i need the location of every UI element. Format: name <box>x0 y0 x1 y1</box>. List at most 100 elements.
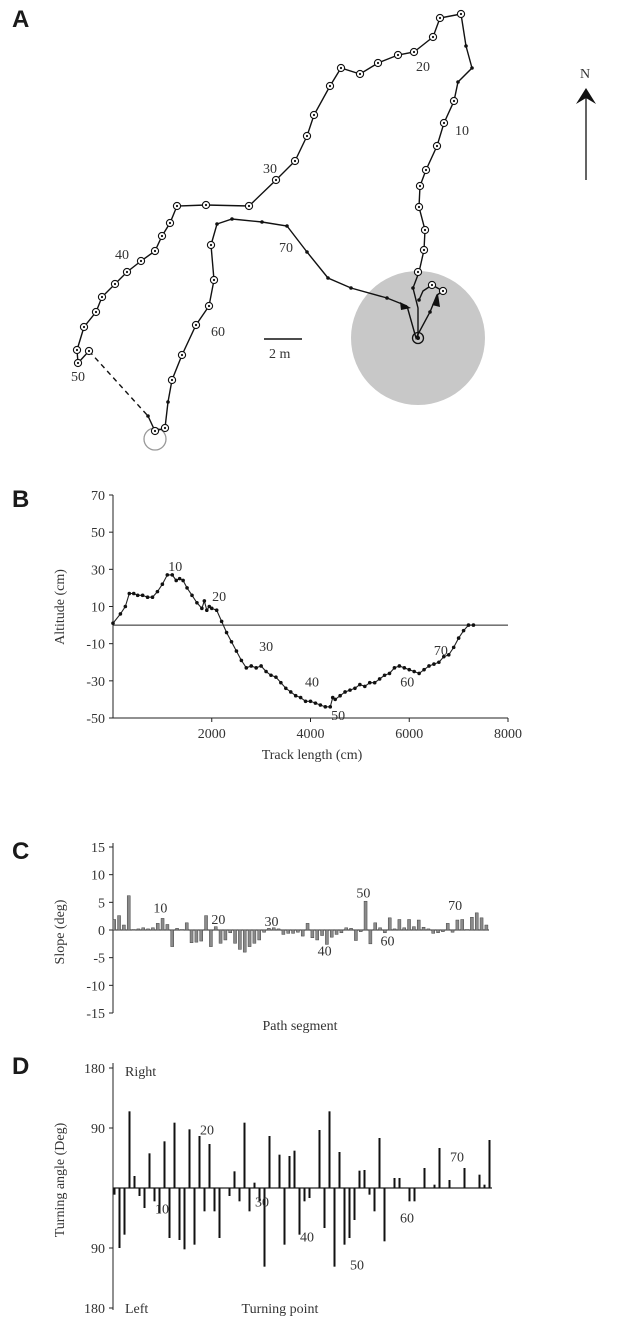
track-point-center <box>431 35 435 39</box>
track-point-center <box>139 259 143 263</box>
altitude-point <box>127 591 132 596</box>
altitude-y-tick-label: 30 <box>91 563 105 578</box>
slope-bar <box>479 917 484 931</box>
altitude-point <box>131 591 136 596</box>
altitude-point <box>348 688 352 692</box>
slope-bar <box>233 929 237 944</box>
altitude-point <box>274 675 278 679</box>
altitude-point <box>170 573 175 577</box>
turning-ticks: 180 90 90 180 <box>84 1062 492 1317</box>
slope-y-tick-label: 10 <box>91 869 105 884</box>
track-point-dot <box>260 220 264 224</box>
slope-annotation: 40 <box>318 944 332 959</box>
slope-bar <box>286 929 290 934</box>
map-label-20: 20 <box>416 60 430 75</box>
turning-right-label: Right <box>125 1065 156 1080</box>
slope-bar <box>325 929 329 945</box>
altitude-point <box>205 608 209 613</box>
altitude-annotation: 30 <box>259 640 273 655</box>
map-label-40: 40 <box>115 248 129 263</box>
slope-bar <box>431 929 435 934</box>
track-point-dot <box>349 286 353 290</box>
slope-bar <box>276 928 281 931</box>
altitude-point <box>174 578 178 583</box>
slope-bar <box>112 919 116 931</box>
slope-bar <box>344 927 348 931</box>
slope-bar <box>470 917 474 931</box>
altitude-point <box>214 608 219 613</box>
track-point-center <box>168 221 172 225</box>
turning-annotation: 50 <box>350 1258 364 1273</box>
track-point-center <box>180 353 184 357</box>
altitude-point <box>407 667 412 672</box>
altitude-point <box>254 666 258 670</box>
track-point-center <box>423 228 427 232</box>
track-point-center <box>175 204 179 208</box>
map-label-60: 60 <box>211 325 225 340</box>
turning-y-tick-label: 90 <box>91 1122 105 1137</box>
altitude-x-tick-label: 6000 <box>395 727 423 742</box>
altitude-annotation: 40 <box>305 675 319 690</box>
track-point-center <box>412 50 416 54</box>
slope-annotation: 70 <box>448 899 462 914</box>
track-point-center <box>212 278 216 282</box>
slope-bar <box>465 929 469 931</box>
turning-bars <box>113 1111 491 1267</box>
track-point-center <box>247 204 251 208</box>
altitude-point <box>279 680 283 685</box>
slope-x-label: Path segment <box>262 1019 337 1034</box>
altitude-point <box>471 623 476 627</box>
altitude-point <box>323 705 328 709</box>
turning-annotations: 10 20 30 40 50 60 70 <box>155 1124 464 1274</box>
altitude-point <box>284 686 288 691</box>
panel-label-b: B <box>12 486 30 513</box>
track-point-center <box>82 325 86 329</box>
altitude-point <box>160 582 165 586</box>
slope-bar <box>383 929 387 934</box>
altitude-point <box>303 699 308 704</box>
altitude-point <box>313 701 318 705</box>
altitude-point <box>333 697 337 702</box>
track-point-center <box>376 61 380 65</box>
slope-bar <box>271 927 276 931</box>
altitude-point <box>372 680 377 685</box>
altitude-point <box>466 623 471 627</box>
track-markers <box>72 9 474 436</box>
turning-y-tick-label: 90 <box>91 1242 105 1257</box>
slope-y-tick-label: -10 <box>86 979 105 994</box>
slope-bar <box>445 923 450 931</box>
altitude-y-tick-label: 50 <box>91 526 105 541</box>
altitude-annotation: 20 <box>212 590 226 605</box>
slope-bar <box>175 928 179 931</box>
track-point-center <box>113 282 117 286</box>
track-point-center <box>94 310 98 314</box>
slope-bar <box>228 929 232 934</box>
track-point-dot <box>428 310 432 314</box>
track-point-dot <box>411 286 415 290</box>
altitude-x-tick-label: 4000 <box>297 727 325 742</box>
slope-bar <box>252 929 257 944</box>
track-point-dot <box>417 298 421 302</box>
slope-bar <box>267 928 271 931</box>
slope-bar <box>126 895 131 931</box>
altitude-point <box>190 593 194 598</box>
slope-bar <box>180 929 184 931</box>
track-point-center <box>75 348 79 352</box>
turning-annotation: 70 <box>450 1150 464 1165</box>
track-point-center <box>87 349 91 353</box>
altitude-point <box>195 600 199 605</box>
slope-bar <box>402 927 406 931</box>
slope-bar <box>334 929 339 935</box>
altitude-y-label: Altitude (cm) <box>53 569 68 645</box>
slope-bar <box>242 929 247 953</box>
altitude-point <box>269 673 273 678</box>
altitude-annotation: 60 <box>400 675 414 690</box>
slope-bar <box>339 929 344 934</box>
slope-bar <box>310 929 315 938</box>
slope-bar <box>460 919 464 931</box>
track-point-center <box>418 184 422 188</box>
track-point-center <box>441 289 445 293</box>
track-point-center <box>170 378 174 382</box>
slope-y-tick-label: 15 <box>91 841 105 856</box>
altitude-point <box>239 658 244 663</box>
